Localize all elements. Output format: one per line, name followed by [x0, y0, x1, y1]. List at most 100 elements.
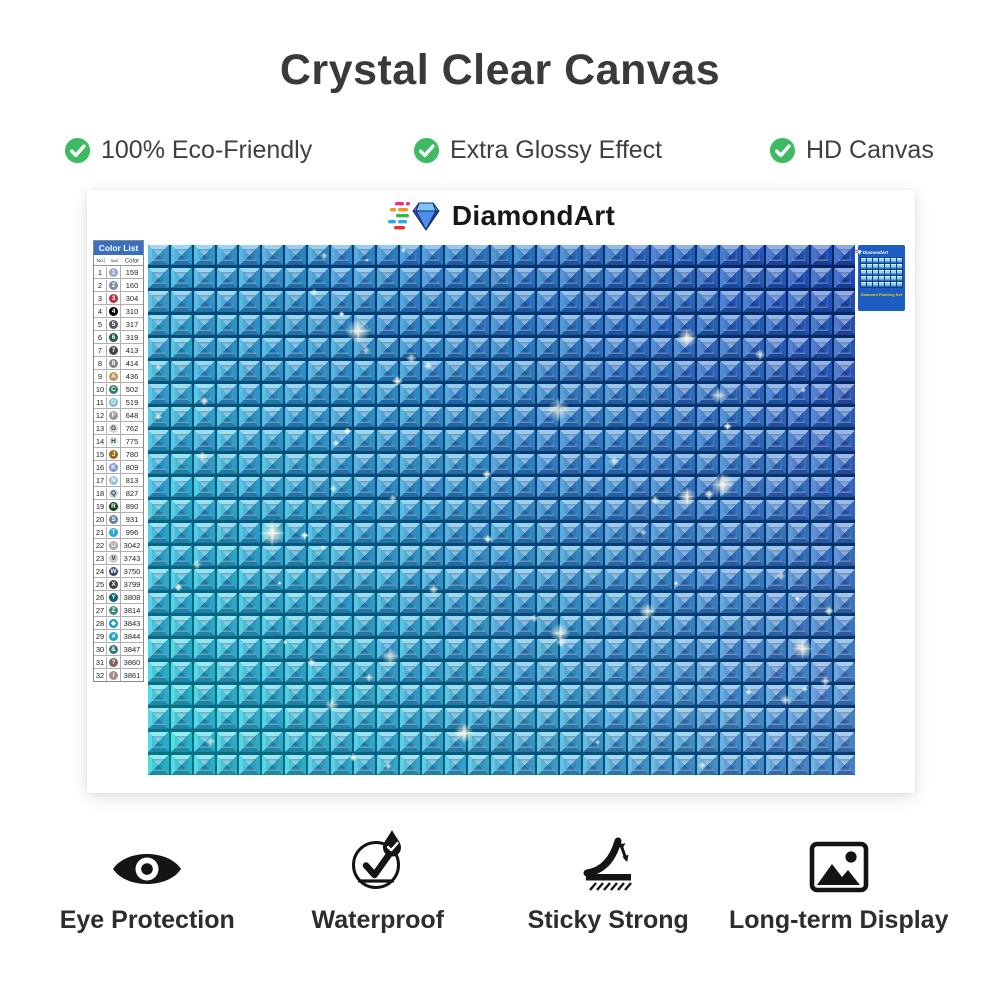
canvas-tile	[445, 685, 467, 706]
canvas-tile	[376, 523, 398, 544]
canvas-tile	[376, 731, 398, 752]
canvas-tile	[353, 384, 375, 405]
canvas-tile	[765, 337, 787, 359]
canvas-tile	[788, 685, 810, 706]
canvas-tile	[536, 499, 558, 521]
canvas-tile	[651, 453, 673, 474]
canvas-tile	[788, 268, 810, 289]
canvas-tile	[765, 662, 787, 683]
canvas-tile	[811, 685, 833, 706]
canvas-tile	[811, 384, 833, 405]
canvas-tile	[513, 384, 535, 405]
canvas-tile	[811, 245, 833, 266]
canvas-tile	[239, 662, 261, 683]
canvas-tile	[376, 592, 398, 613]
canvas-tile	[765, 546, 787, 567]
color-symbol-swatch: H	[107, 435, 121, 447]
canvas-tile	[559, 314, 581, 335]
canvas-tile	[788, 430, 810, 451]
canvas-tile	[262, 499, 284, 521]
canvas-tile	[513, 430, 535, 451]
canvas-tile	[559, 407, 581, 428]
canvas-tile	[468, 430, 490, 451]
canvas-tile	[674, 546, 695, 567]
canvas-tile	[719, 337, 741, 359]
canvas-tile	[216, 430, 238, 451]
color-symbol-swatch: 4	[107, 305, 121, 317]
canvas-tile	[262, 569, 284, 590]
canvas-tile	[696, 268, 718, 289]
canvas-tile	[559, 638, 581, 660]
canvas-tile	[582, 430, 604, 451]
bottom-features: Eye Protection Waterproof	[32, 820, 954, 935]
color-list-row: 9 A 436	[94, 370, 143, 383]
canvas-tile	[193, 615, 215, 637]
feature-label: Long-term Display	[729, 906, 949, 934]
canvas-tile	[491, 268, 512, 289]
canvas-tile	[148, 360, 169, 382]
color-row-number: 18	[94, 487, 107, 499]
canvas-tile	[674, 685, 695, 706]
canvas-tile	[765, 268, 787, 289]
canvas-tile	[216, 569, 238, 590]
canvas-tile	[330, 638, 352, 660]
canvas-tile	[376, 337, 398, 359]
mini-product-label: DiamondArt Diamond Painting Set	[854, 245, 905, 311]
canvas-tile	[353, 453, 375, 474]
canvas-tile	[765, 314, 787, 335]
canvas-tile	[262, 453, 284, 474]
canvas-tile	[742, 430, 764, 451]
canvas-tile	[376, 314, 398, 335]
canvas-tile	[536, 546, 558, 567]
canvas-tile	[788, 615, 810, 637]
color-row-number: 21	[94, 526, 107, 538]
canvas-tile	[148, 291, 169, 312]
canvas-tile	[628, 592, 650, 613]
color-list-row: 10 C 502	[94, 383, 143, 396]
canvas-tile	[376, 245, 398, 266]
color-dmc-code: 3808	[123, 592, 141, 602]
canvas-tile	[788, 314, 810, 335]
color-list-row: 29 #3844	[94, 630, 143, 643]
canvas-tile	[308, 245, 329, 266]
canvas-tile	[239, 337, 261, 359]
canvas-tile	[651, 499, 673, 521]
picture-icon	[809, 841, 869, 893]
check-circle-icon	[64, 137, 91, 163]
canvas-tile	[651, 360, 673, 382]
canvas-tile	[582, 546, 604, 567]
canvas-tile	[422, 453, 444, 474]
canvas-tile	[651, 314, 673, 335]
canvas-tile	[468, 407, 490, 428]
color-dmc-code: 827	[125, 488, 139, 498]
canvas-tile	[559, 754, 581, 776]
canvas-tile	[170, 685, 192, 706]
canvas-tile	[216, 499, 238, 521]
canvas-tile	[674, 384, 695, 405]
canvas-tile	[422, 314, 444, 335]
canvas-tile	[811, 546, 833, 567]
canvas-tile	[674, 754, 695, 776]
canvas-tile	[513, 754, 535, 776]
canvas-tile	[376, 708, 398, 729]
canvas-tile	[445, 638, 467, 660]
canvas-tile	[651, 754, 673, 776]
color-symbol-swatch: 7	[107, 344, 121, 356]
canvas-tile	[719, 523, 741, 544]
canvas-tile	[445, 291, 467, 312]
canvas-tile	[239, 754, 261, 776]
canvas-tile	[582, 754, 604, 776]
diamond-canvas	[148, 245, 855, 776]
canvas-tile	[674, 615, 695, 637]
canvas-tile	[719, 708, 741, 729]
color-row-number: 27	[94, 604, 107, 616]
canvas-tile	[216, 592, 238, 613]
canvas-tile	[536, 268, 558, 289]
canvas-tile	[651, 569, 673, 590]
canvas-tile	[651, 615, 673, 637]
canvas-tile	[376, 291, 398, 312]
canvas-tile	[399, 360, 421, 382]
canvas-tile	[239, 708, 261, 729]
canvas-tile	[536, 569, 558, 590]
